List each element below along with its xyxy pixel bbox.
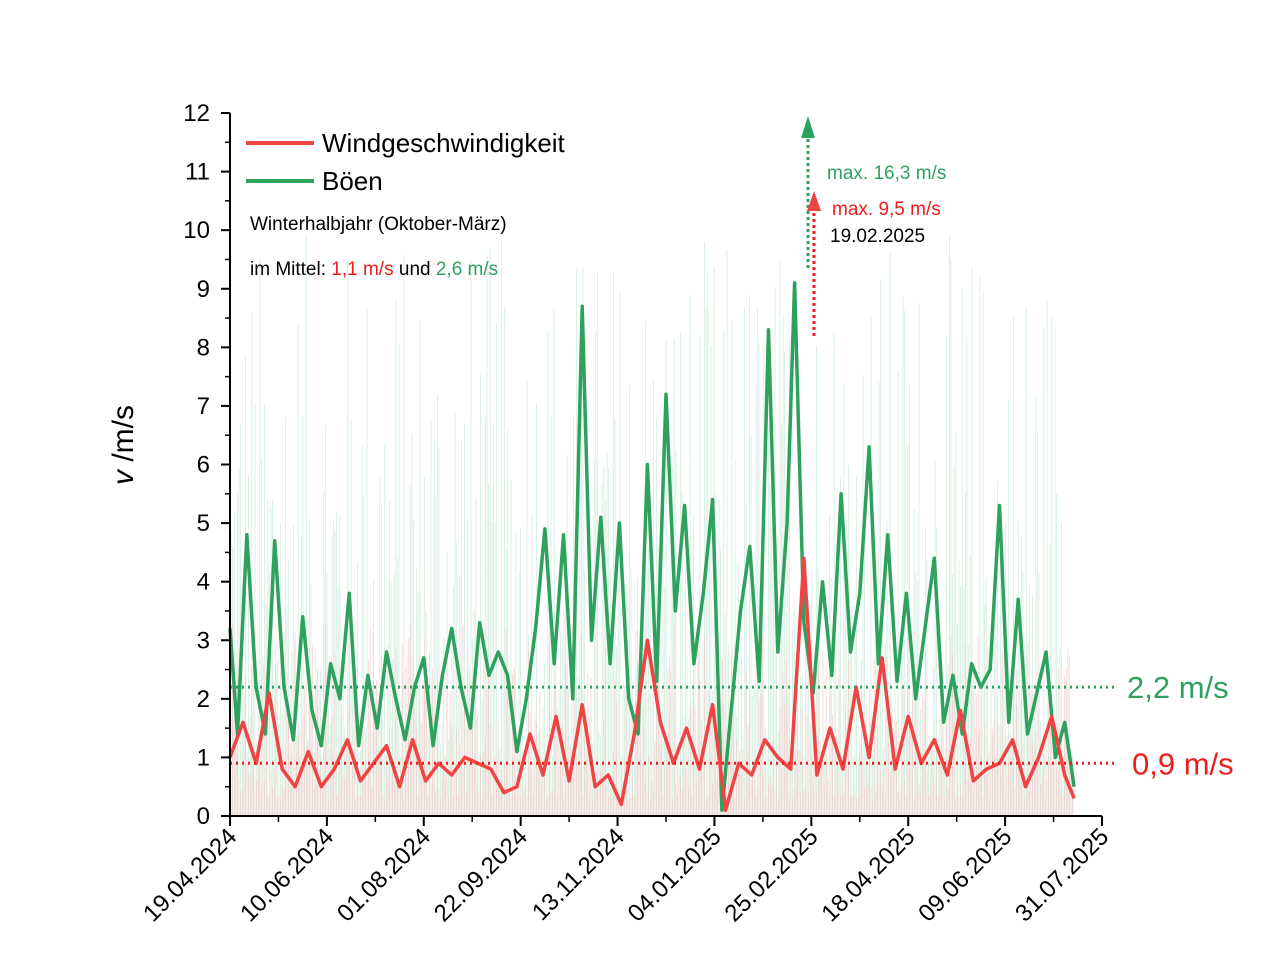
max-gust-arrow-head <box>801 116 815 138</box>
y-tick-label-5: 5 <box>197 510 210 537</box>
y-tick-label-0: 0 <box>197 803 210 830</box>
x-tick-label-1: 10.06.2024 <box>235 823 339 927</box>
max-date-label: 19.02.2025 <box>830 226 925 247</box>
y-tick-label-11: 11 <box>185 159 210 186</box>
x-tick-label-8: 09.06.2025 <box>913 823 1017 927</box>
y-axis-title: v /m/s <box>107 405 140 485</box>
max-wind-label: max. 9,5 m/s <box>832 199 941 220</box>
x-tick-label-4: 13.11.2024 <box>527 823 630 926</box>
x-tick-label-9: 31.07.2025 <box>1010 823 1114 927</box>
y-tick-label-2: 2 <box>197 686 210 713</box>
x-tick-label-6: 25.02.2025 <box>720 823 824 927</box>
y-tick-label-7: 7 <box>197 393 210 420</box>
max-wind-arrow-head <box>807 191 821 211</box>
legend: Windgeschwindigkeit Böen <box>246 128 566 196</box>
x-tick-label-3: 22.09.2024 <box>429 823 533 927</box>
max-gust-label: max. 16,3 m/s <box>827 163 946 184</box>
x-tick-label-7: 18.04.2025 <box>816 823 920 927</box>
series-line-windgeschwindigkeit <box>228 556 1076 812</box>
reference-label-0: 2,2 m/s <box>1127 670 1229 705</box>
y-tick-label-8: 8 <box>197 334 210 361</box>
y-tick-label-1: 1 <box>197 744 210 771</box>
x-tick-label-0: 19.04.2024 <box>138 823 242 927</box>
y-tick-label-10: 10 <box>183 217 210 244</box>
annotation-mean-note: im Mittel: 1,1 m/s und 2,6 m/s <box>250 259 498 280</box>
y-tick-label-6: 6 <box>197 452 210 479</box>
legend-label-windgeschwindigkeit: Windgeschwindigkeit <box>322 128 566 158</box>
y-tick-label-4: 4 <box>197 569 210 596</box>
y-tick-label-12: 12 <box>183 100 210 127</box>
annotation-winter-note: Winterhalbjahr (Oktober-März) <box>250 214 507 235</box>
x-tick-label-5: 04.01.2025 <box>623 823 727 927</box>
reference-lines: 2,2 m/s 0,9 m/s <box>230 670 1234 781</box>
series-layer <box>228 281 1076 812</box>
series-line-boeen <box>228 281 1076 812</box>
y-tick-label-9: 9 <box>197 276 210 303</box>
reference-label-1: 0,9 m/s <box>1132 746 1234 781</box>
legend-label-boeen: Böen <box>322 166 383 196</box>
max-annotation: max. 16,3 m/s max. 9,5 m/s 19.02.2025 <box>801 116 946 336</box>
y-tick-label-3: 3 <box>197 627 210 654</box>
x-tick-label-2: 01.08.2024 <box>332 823 436 927</box>
